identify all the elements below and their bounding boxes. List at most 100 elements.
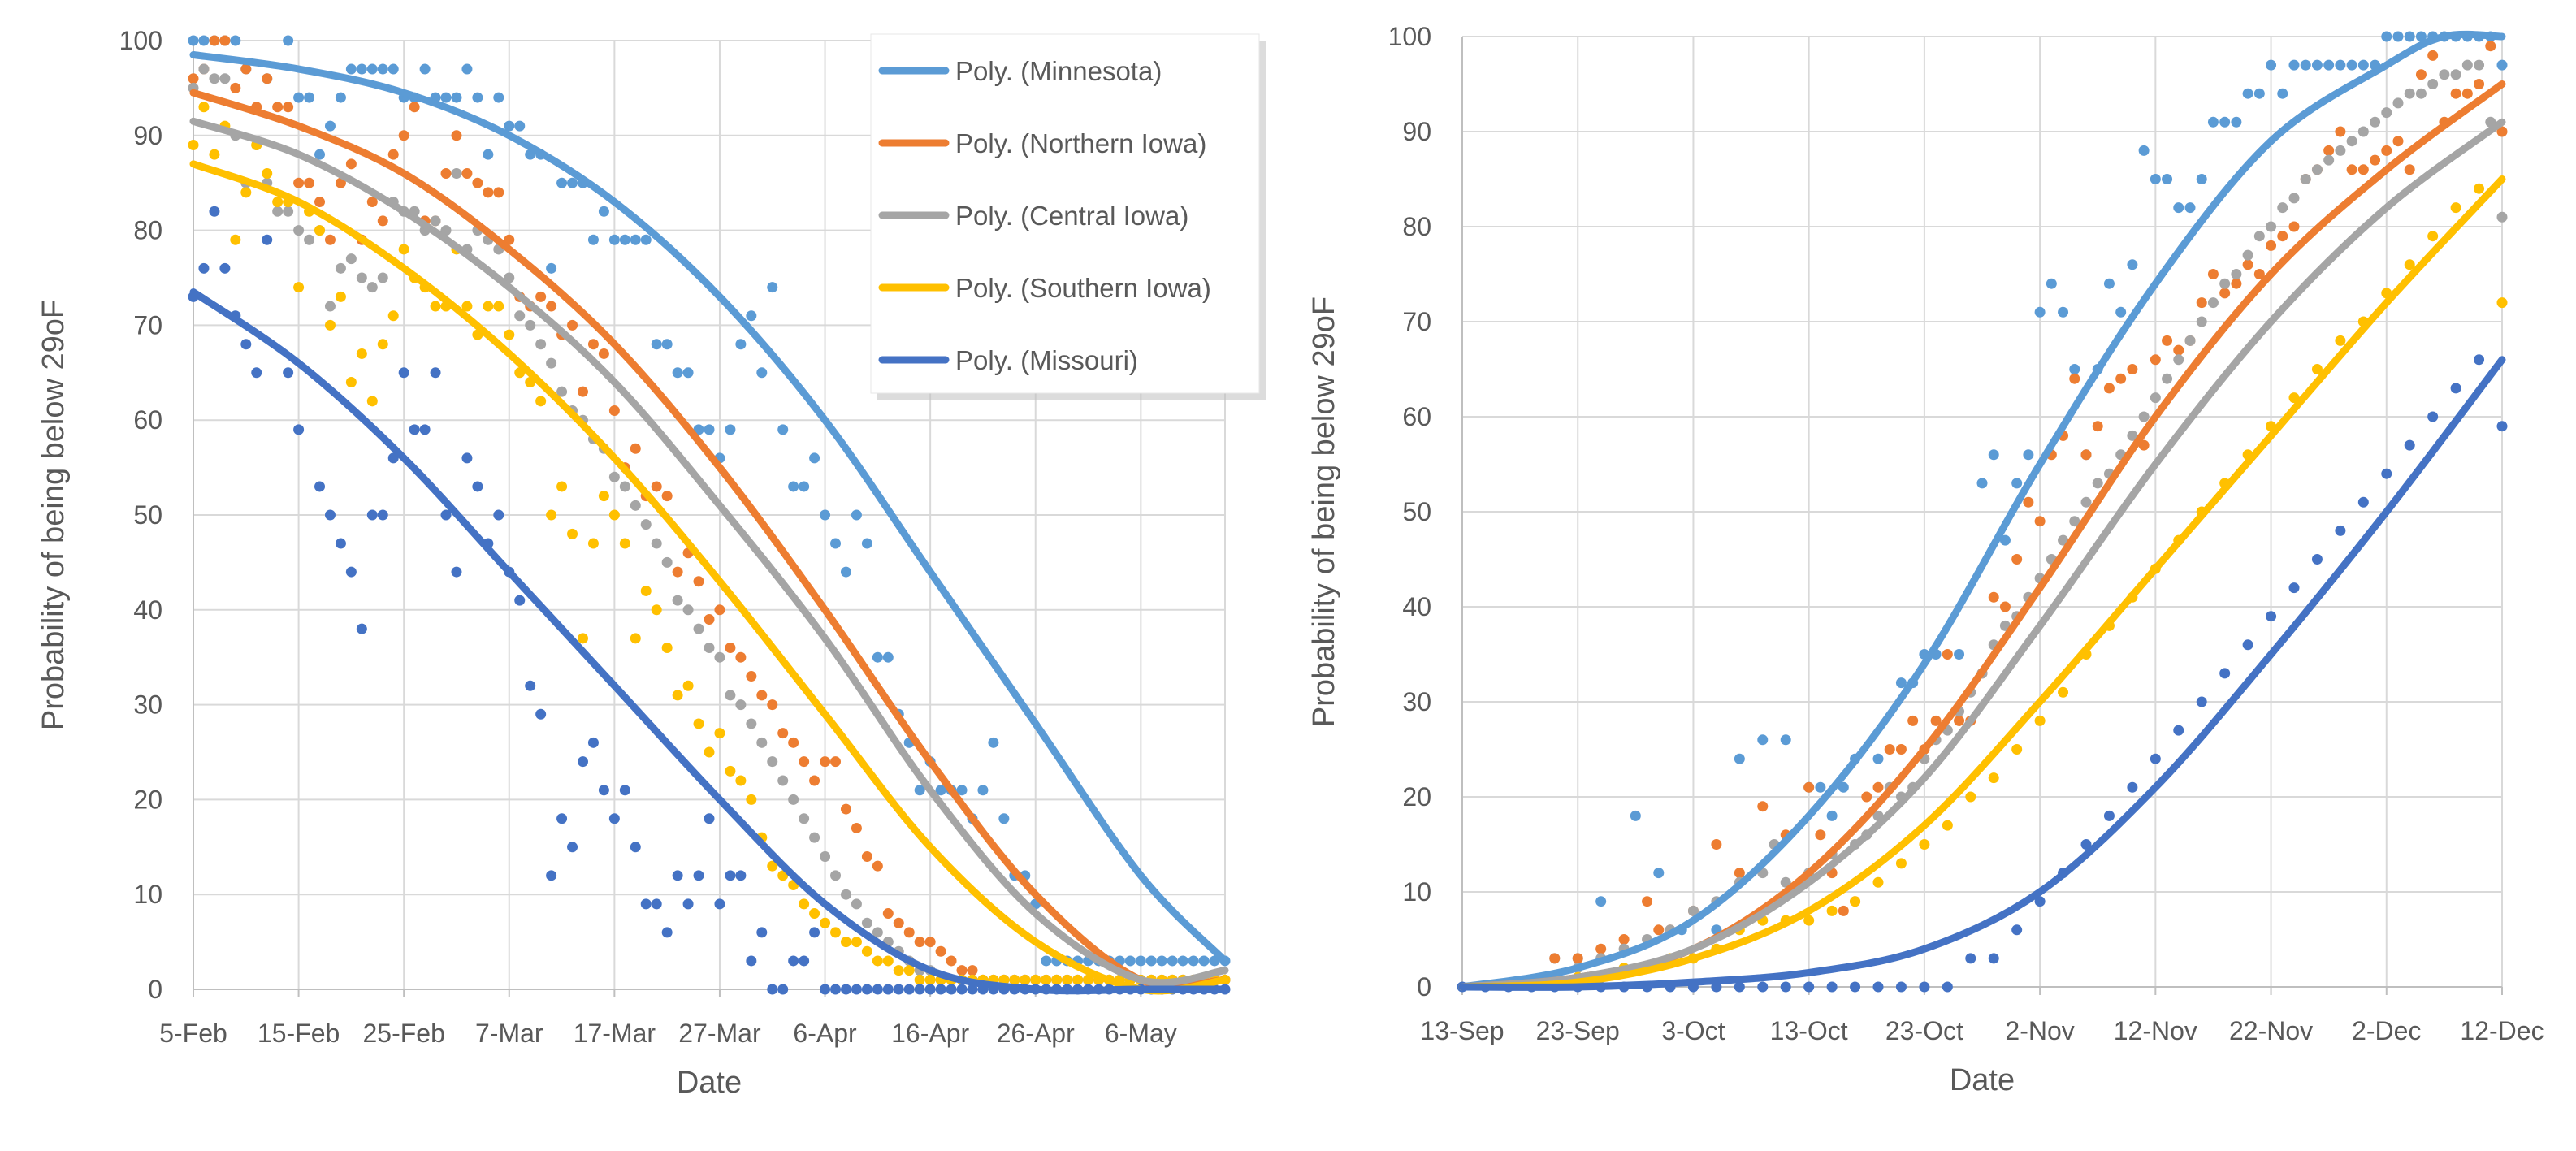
data-point <box>882 955 894 967</box>
y-tick-label: 30 <box>133 690 162 720</box>
data-point <box>2357 126 2369 137</box>
data-point <box>2103 810 2115 821</box>
data-point <box>577 633 588 644</box>
data-point <box>483 301 494 312</box>
data-point <box>535 396 547 407</box>
data-point <box>1757 734 1769 746</box>
data-point <box>935 984 946 995</box>
data-point <box>630 234 641 245</box>
data-point <box>324 120 336 132</box>
data-point <box>2127 364 2138 374</box>
data-point <box>1630 810 1641 821</box>
y-tick-label: 90 <box>1402 117 1431 146</box>
data-point <box>2092 421 2103 432</box>
data-point <box>293 177 305 188</box>
data-point <box>882 651 894 663</box>
data-point <box>546 262 557 274</box>
data-point <box>2450 202 2461 214</box>
data-point <box>767 756 778 768</box>
data-point <box>630 633 641 644</box>
data-point <box>1177 955 1188 967</box>
data-point <box>672 595 683 606</box>
data-point <box>2415 31 2427 42</box>
data-point <box>2173 725 2184 736</box>
data-point <box>704 746 715 758</box>
data-point <box>872 860 883 872</box>
y-tick-label: 20 <box>1402 782 1431 811</box>
data-point <box>2461 59 2473 71</box>
data-point <box>1895 677 1907 689</box>
data-point <box>230 82 241 93</box>
y-tick-label: 50 <box>133 500 162 530</box>
data-point <box>640 898 652 910</box>
data-point <box>2138 411 2150 422</box>
data-point <box>2011 554 2023 565</box>
data-point <box>725 870 736 881</box>
data-point <box>2335 525 2346 536</box>
data-point <box>1803 981 1815 993</box>
data-point <box>430 367 441 379</box>
data-point <box>777 775 789 786</box>
data-point <box>314 149 326 160</box>
data-point <box>640 585 652 596</box>
data-point <box>872 955 883 967</box>
data-point <box>2300 174 2311 184</box>
legend-label: Poly. (Southern Iowa) <box>955 273 1211 303</box>
data-point <box>1872 753 1884 764</box>
y-tick-label: 60 <box>1402 402 1431 431</box>
data-point <box>935 785 946 796</box>
data-point <box>820 850 831 862</box>
data-point <box>345 253 357 265</box>
data-point <box>440 225 452 236</box>
data-point <box>872 984 883 995</box>
data-point <box>830 927 842 938</box>
data-point <box>366 197 378 208</box>
data-point <box>788 481 799 492</box>
data-point <box>2392 97 2404 109</box>
data-point <box>2288 193 2300 204</box>
data-point <box>1826 981 1838 993</box>
data-point <box>2346 136 2357 147</box>
data-point <box>746 794 757 805</box>
data-point <box>630 443 641 454</box>
data-point <box>198 262 210 274</box>
data-point <box>693 623 704 634</box>
data-point <box>283 35 294 46</box>
data-point <box>1653 924 1665 936</box>
data-point <box>651 898 662 910</box>
data-point <box>1850 981 1861 993</box>
data-point <box>1653 868 1665 879</box>
data-point <box>725 643 736 654</box>
data-point <box>209 73 220 84</box>
data-point <box>704 813 715 824</box>
data-point <box>788 737 799 748</box>
data-point <box>2080 449 2092 461</box>
data-point <box>820 756 831 768</box>
data-point <box>872 927 883 938</box>
data-point <box>2266 611 2277 622</box>
trendline-3 <box>1458 118 2506 991</box>
data-point <box>2103 383 2115 394</box>
trendline-2 <box>1458 80 2506 991</box>
data-point <box>1803 781 1815 793</box>
data-point <box>398 130 409 141</box>
data-point <box>799 756 810 768</box>
data-point <box>461 301 473 312</box>
data-point <box>2266 221 2277 232</box>
data-point <box>514 310 526 322</box>
data-point <box>451 92 462 103</box>
data-point <box>756 367 768 379</box>
data-point <box>788 955 799 967</box>
data-point <box>1030 974 1041 985</box>
data-point <box>2138 145 2150 156</box>
data-point <box>556 177 568 188</box>
data-point <box>230 35 241 46</box>
data-point <box>1826 810 1838 821</box>
data-point <box>2427 231 2439 242</box>
data-point <box>1041 974 1052 985</box>
data-point <box>230 234 241 245</box>
data-point <box>651 339 662 350</box>
data-point <box>2219 278 2231 289</box>
data-point <box>472 92 483 103</box>
data-point <box>2381 31 2392 42</box>
